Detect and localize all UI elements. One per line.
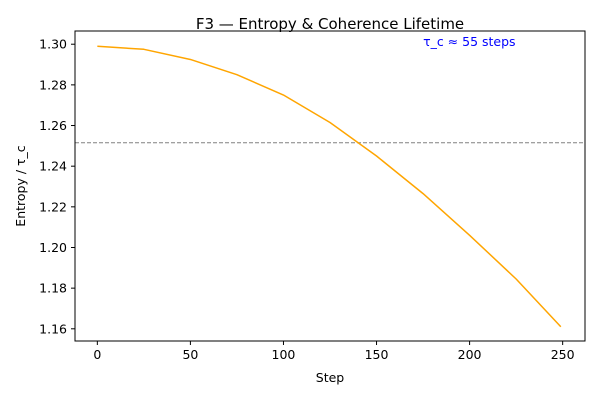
x-tick-label: 50: [182, 347, 198, 362]
y-tick-label: 1.20: [39, 240, 67, 255]
annotation-text: τ_c ≈ 55 steps: [423, 34, 515, 49]
series-line: [97, 45, 562, 328]
x-tick-label: 200: [458, 347, 482, 362]
y-tick-label: 1.28: [39, 77, 67, 92]
x-tick-label: 0: [93, 347, 101, 362]
y-tick-label: 1.30: [39, 37, 67, 52]
y-axis: 1.16 1.18 1.20 1.22 1.24 1.26 1.28 1.30: [39, 37, 75, 336]
axes-frame: [74, 30, 586, 342]
y-tick-label: 1.24: [39, 159, 67, 174]
chart-title: F3 — Entropy & Coherence Lifetime: [196, 15, 464, 33]
y-tick-label: 1.22: [39, 199, 67, 214]
y-axis-label: Entropy / τ_c: [13, 145, 28, 226]
x-tick-label: 150: [365, 347, 389, 362]
x-tick-label: 250: [551, 347, 575, 362]
x-axis-label: Step: [316, 370, 345, 385]
plot-area: τ_c ≈ 55 steps: [75, 34, 585, 328]
y-tick-label: 1.18: [39, 281, 67, 296]
y-tick-label: 1.26: [39, 118, 67, 133]
x-tick-label: 100: [272, 347, 296, 362]
x-axis: 0 50 100 150 200 250: [93, 341, 575, 362]
y-tick-label: 1.16: [39, 321, 67, 336]
